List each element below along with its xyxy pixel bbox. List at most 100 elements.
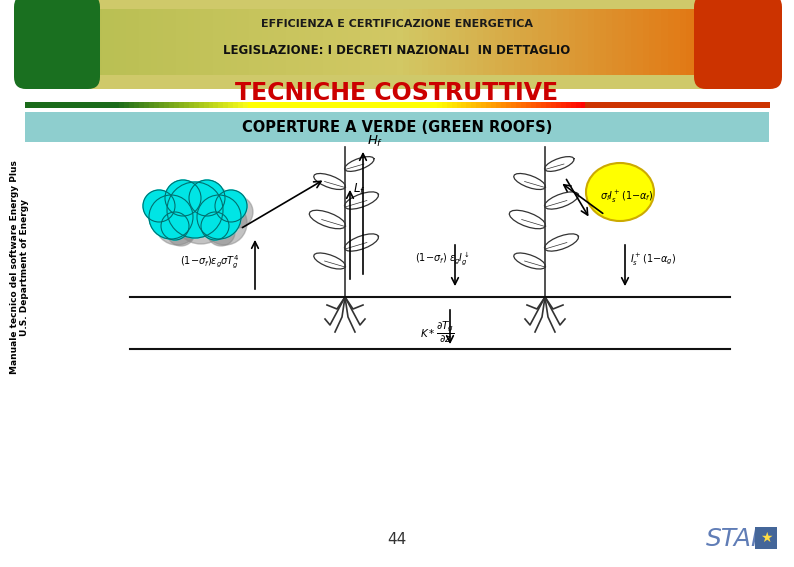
Bar [710,102,715,108]
Bar [70,102,75,108]
Bar [516,102,522,108]
Bar [556,102,561,108]
Bar [198,102,204,108]
Bar [183,102,189,108]
Bar [133,9,140,75]
Circle shape [167,182,223,238]
Text: $K*\dfrac{\partial T_g}{\partial z}$: $K*\dfrac{\partial T_g}{\partial z}$ [420,319,455,345]
Bar [120,9,127,75]
Bar [645,102,650,108]
Bar [668,9,675,75]
Circle shape [189,180,225,216]
Bar [507,9,515,75]
Bar [428,9,435,75]
Bar [95,9,102,75]
Bar [684,102,690,108]
Bar [149,102,155,108]
Bar [605,102,611,108]
Bar [620,102,626,108]
Bar [154,102,160,108]
Bar [243,102,249,108]
Bar [323,9,330,75]
Bar [464,9,472,75]
Bar [496,102,502,108]
Bar [174,102,179,108]
Bar [203,102,209,108]
Bar [466,102,472,108]
Polygon shape [514,253,545,269]
Bar [305,9,312,75]
Bar [333,102,338,108]
Bar [225,9,232,75]
Bar [483,9,490,75]
Bar [25,112,769,142]
Bar [102,9,109,75]
Bar [471,9,478,75]
Polygon shape [309,210,345,229]
Bar [110,102,115,108]
Polygon shape [314,174,345,189]
Bar [268,102,273,108]
Bar [391,9,398,75]
Bar [194,102,199,108]
Bar [754,102,760,108]
FancyBboxPatch shape [694,0,782,89]
Bar [655,102,661,108]
Bar [328,102,333,108]
Bar [126,9,133,75]
Bar [164,9,171,75]
Bar [169,102,175,108]
Bar [59,9,66,75]
Bar [434,9,441,75]
Bar [637,9,644,75]
Bar [690,102,695,108]
Bar [303,102,308,108]
Bar [563,9,570,75]
Bar [704,102,710,108]
Bar [580,102,586,108]
Polygon shape [545,234,578,251]
Text: COPERTURE A VERDE (GREEN ROOFS): COPERTURE A VERDE (GREEN ROOFS) [242,120,552,134]
Text: LEGISLAZIONE: I DECRETI NAZIONALI  IN DETTAGLIO: LEGISLAZIONE: I DECRETI NAZIONALI IN DET… [223,44,571,57]
Circle shape [155,201,199,245]
Bar [481,102,487,108]
Bar [531,102,537,108]
Bar [182,9,189,75]
Bar [360,9,368,75]
Bar [175,9,183,75]
Bar [280,9,287,75]
Circle shape [143,190,175,222]
Bar [596,102,601,108]
Bar [576,9,583,75]
Bar [511,102,517,108]
Bar [287,9,294,75]
Bar [55,102,60,108]
Bar [50,102,56,108]
Bar [615,102,621,108]
Bar [643,9,650,75]
Bar [680,102,685,108]
Bar [354,9,361,75]
Bar [256,9,263,75]
Bar [322,102,328,108]
Bar [635,102,641,108]
Bar [551,102,557,108]
Bar [233,102,239,108]
Bar [600,102,606,108]
Bar [660,102,665,108]
Bar [99,102,105,108]
Bar [754,9,761,75]
Text: ★: ★ [760,531,773,545]
Bar [189,102,195,108]
Bar [392,102,398,108]
Bar [432,102,437,108]
Bar [124,102,129,108]
Bar [283,102,288,108]
Bar [194,9,201,75]
Circle shape [221,196,253,228]
Bar [288,102,293,108]
Bar [750,102,754,108]
Bar [452,102,457,108]
Bar [611,102,615,108]
Bar [650,102,655,108]
